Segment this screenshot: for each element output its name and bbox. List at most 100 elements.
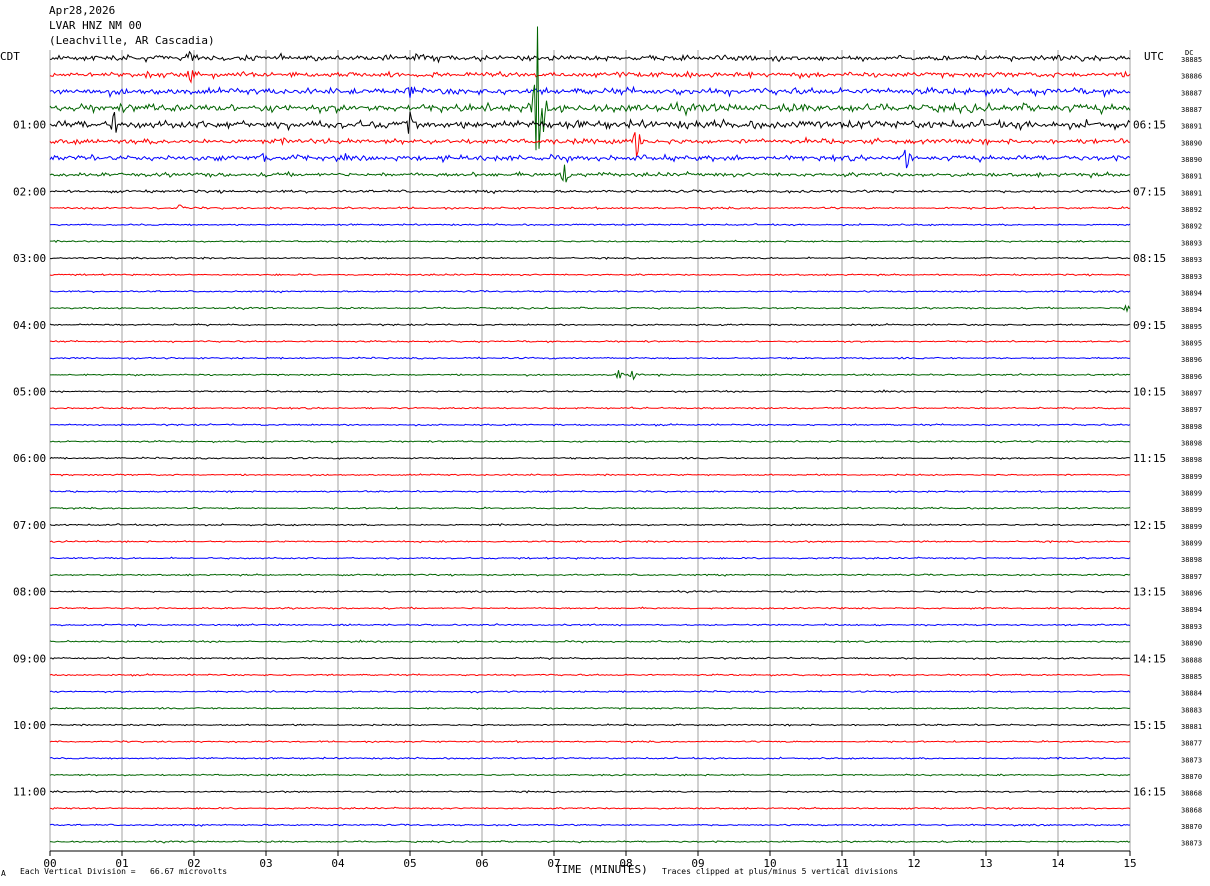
x-tick-label-09: 09 — [691, 857, 704, 870]
trace-25 — [49, 473, 1131, 477]
right-hour-label-10:15: 10:15 — [1133, 385, 1166, 398]
trace-18 — [49, 356, 1131, 360]
trace-40 — [49, 723, 1131, 727]
dc-offset-3: 38887 — [1181, 106, 1202, 114]
header-date: Apr28,2026 — [49, 4, 116, 17]
dc-offset-44: 38868 — [1181, 790, 1202, 798]
trace-21 — [49, 406, 1131, 410]
trace-34 — [50, 623, 1131, 628]
left-hour-label-04:00: 04:00 — [13, 319, 46, 332]
x-tick-label-06: 06 — [475, 857, 488, 870]
dc-offset-37: 38885 — [1181, 673, 1202, 681]
dc-offset-6: 38890 — [1181, 156, 1202, 164]
right-hour-label-13:15: 13:15 — [1133, 586, 1166, 599]
left-hour-label-11:00: 11:00 — [13, 786, 46, 799]
left-hour-label-10:00: 10:00 — [13, 719, 46, 732]
dc-offset-15: 38894 — [1181, 306, 1202, 314]
dc-offset-2: 38887 — [1181, 89, 1202, 97]
trace-47 — [49, 839, 1131, 844]
dc-offset-19: 38896 — [1181, 373, 1202, 381]
scale-note: Each Vertical Division = 66.67 microvolt… — [20, 867, 228, 876]
dc-offset-12: 38893 — [1181, 256, 1202, 264]
dc-offset-24: 38898 — [1181, 456, 1202, 464]
trace-6 — [49, 149, 1131, 169]
x-tick-label-14: 14 — [1051, 857, 1065, 870]
trace-33 — [49, 606, 1131, 610]
trace-35 — [49, 639, 1131, 644]
trace-9 — [49, 204, 1131, 211]
left-hour-label-06:00: 06:00 — [13, 452, 46, 465]
trace-14 — [49, 289, 1131, 294]
trace-38 — [49, 689, 1131, 694]
dc-offset-11: 38893 — [1181, 239, 1202, 247]
trace-11 — [50, 239, 1131, 244]
dc-offset-23: 38898 — [1181, 440, 1202, 448]
trace-24 — [49, 456, 1131, 460]
right-hour-label-07:15: 07:15 — [1133, 185, 1166, 198]
right-hour-label-12:15: 12:15 — [1133, 519, 1166, 532]
minute-gridlines — [49, 50, 1131, 856]
dc-offset-40: 38881 — [1181, 723, 1202, 731]
right-hour-label-16:15: 16:15 — [1133, 786, 1166, 799]
trace-32 — [49, 589, 1131, 594]
trace-46 — [49, 823, 1131, 827]
dc-offset-32: 38896 — [1181, 590, 1202, 598]
trace-37 — [49, 673, 1131, 677]
trace-19 — [50, 370, 1131, 381]
dc-offset-28: 38899 — [1181, 523, 1202, 531]
dc-offset-10: 38892 — [1181, 223, 1202, 231]
trace-12 — [50, 256, 1131, 260]
dc-offset-31: 38897 — [1181, 573, 1202, 581]
trace-27 — [49, 506, 1131, 510]
x-tick-label-02: 02 — [187, 857, 200, 870]
trace-2 — [49, 85, 1131, 99]
right-timezone-label: UTC — [1144, 50, 1164, 63]
dc-offset-17: 38895 — [1181, 339, 1202, 347]
axis-labels: 00 01 02 03 04 05 06 07 08 09 10 11 12 13 14 15 38885 388… — [13, 56, 1202, 870]
dc-offset-35: 38890 — [1181, 640, 1202, 648]
seismic-traces — [49, 26, 1131, 844]
x-tick-label-12: 12 — [907, 857, 920, 870]
right-hour-label-08:15: 08:15 — [1133, 252, 1166, 265]
trace-26 — [49, 489, 1131, 494]
trace-17 — [49, 339, 1131, 344]
trace-0 — [49, 50, 1131, 64]
dc-offset-45: 38868 — [1181, 806, 1202, 814]
dc-offset-1: 38886 — [1181, 73, 1202, 81]
dc-offset-25: 38899 — [1181, 473, 1202, 481]
dc-offset-41: 38877 — [1181, 740, 1202, 748]
trace-44 — [49, 789, 1131, 794]
left-hour-label-03:00: 03:00 — [13, 252, 46, 265]
dc-offset-0: 38885 — [1181, 56, 1202, 64]
left-hour-label-07:00: 07:00 — [13, 519, 46, 532]
dc-offset-5: 38890 — [1181, 139, 1202, 147]
x-tick-label-03: 03 — [259, 857, 272, 870]
dc-offset-9: 38892 — [1181, 206, 1202, 214]
trace-7 — [49, 164, 1131, 183]
left-hour-label-05:00: 05:00 — [13, 385, 46, 398]
dc-offset-14: 38894 — [1181, 289, 1202, 297]
dc-offset-29: 38899 — [1181, 540, 1202, 548]
left-hour-label-02:00: 02:00 — [13, 185, 46, 198]
dc-offset-7: 38891 — [1181, 173, 1202, 181]
x-tick-label-11: 11 — [835, 857, 848, 870]
trace-16 — [49, 322, 1131, 327]
trace-1 — [49, 70, 1131, 84]
left-hour-label-08:00: 08:00 — [13, 586, 46, 599]
trace-29 — [49, 539, 1131, 544]
header-station: LVAR HNZ NM 00 — [49, 19, 142, 32]
trace-42 — [49, 756, 1131, 760]
trace-15 — [49, 304, 1131, 313]
dc-offset-30: 38898 — [1181, 556, 1202, 564]
clip-note: Traces clipped at plus/minus 5 vertical … — [662, 867, 899, 876]
x-tick-label-01: 01 — [115, 857, 128, 870]
header-location: (Leachville, AR Cascadia) — [49, 34, 215, 47]
left-timezone-label: CDT — [0, 50, 20, 63]
left-hour-label-01:00: 01:00 — [13, 119, 46, 132]
dc-offset-16: 38895 — [1181, 323, 1202, 331]
trace-8 — [49, 189, 1131, 195]
trace-13 — [49, 273, 1131, 277]
trace-23 — [50, 439, 1131, 444]
trace-5 — [49, 132, 1131, 157]
trace-36 — [49, 656, 1130, 661]
